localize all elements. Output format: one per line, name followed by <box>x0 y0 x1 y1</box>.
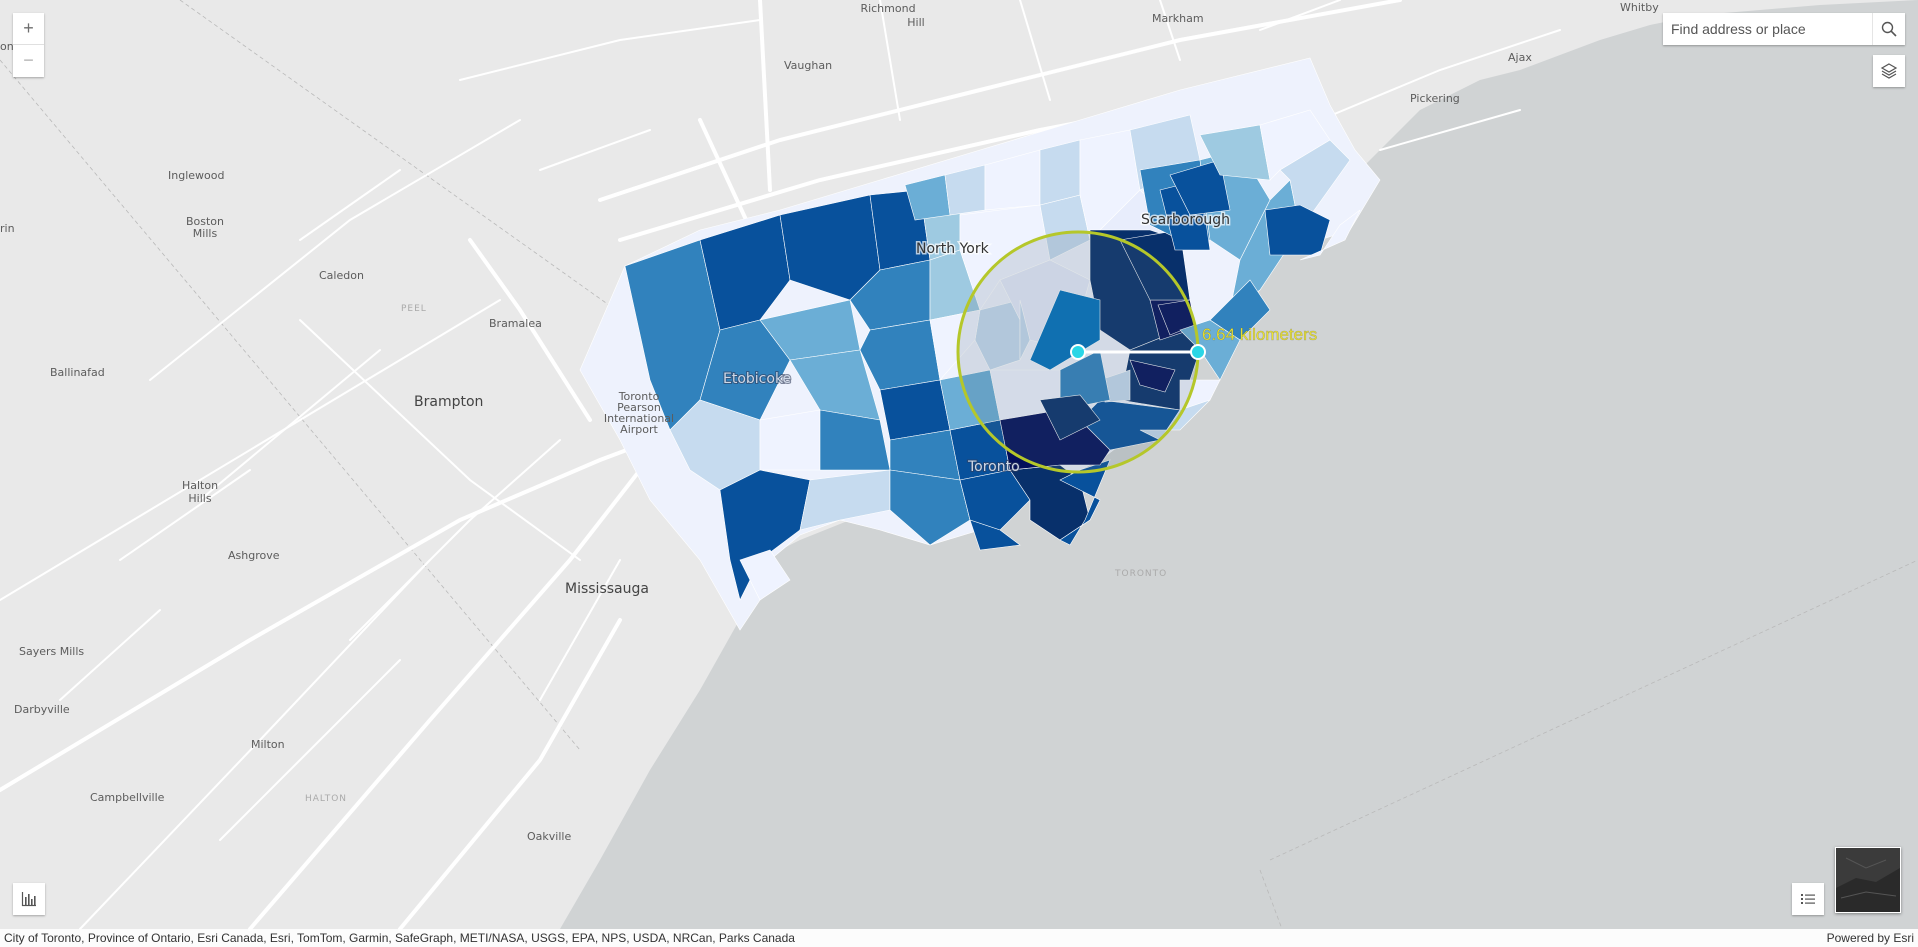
basemap-gallery-thumbnail[interactable] <box>1835 847 1901 913</box>
zone-circle-m <box>1039 394 1101 441</box>
lake-ontario <box>560 0 1918 929</box>
label-ashgrove: Ashgrove <box>228 549 280 562</box>
label-boston-mills-line2: Mills <box>193 227 218 240</box>
label-halton: HALTON <box>305 794 347 804</box>
label-halton-hills-line2: Hills <box>188 492 211 505</box>
label-peel: PEEL <box>401 304 427 314</box>
zone-northyork-h <box>1019 299 1031 361</box>
label-richmond-hill-line1: Richmond <box>860 2 915 15</box>
basemap-preview <box>1836 848 1900 912</box>
attribution-sources[interactable]: City of Toronto, Province of Ontario, Es… <box>4 931 795 945</box>
label-richmond-hill-line2: Hill <box>907 16 924 29</box>
zone-etobicoke-east-a <box>799 469 891 531</box>
zone-scarborough-n <box>1139 399 1211 441</box>
place-labels: Richmond Hill Markham Whitby Vaughan Aja… <box>0 1 1659 843</box>
label-brampton: Brampton <box>414 394 483 410</box>
label-markham: Markham <box>1152 12 1204 25</box>
label-halton-hills-line1: Halton <box>182 479 218 492</box>
label-campbellville: Campbellville <box>90 791 165 804</box>
attribution-bar: City of Toronto, Province of Ontario, Es… <box>0 929 1918 947</box>
zone-downtown-west-a <box>889 469 971 546</box>
search-button[interactable] <box>1872 13 1905 45</box>
zone-downtown-west-c <box>969 519 1021 551</box>
search-icon <box>1881 21 1897 37</box>
label-scarborough: Scarborough <box>1141 212 1230 228</box>
label-inglewood: Inglewood <box>168 169 224 182</box>
label-toronto-water: TORONTO <box>1114 569 1167 579</box>
bar-chart-icon <box>21 892 36 907</box>
zone-scarborough-j <box>1299 209 1361 261</box>
zone-york-d <box>879 379 951 441</box>
zoom-in-button[interactable]: + <box>23 18 34 38</box>
label-vaughan: Vaughan <box>784 59 832 72</box>
zone-etobicoke-lake-a <box>719 469 811 601</box>
search-input[interactable] <box>1663 13 1872 45</box>
label-edge-on: on <box>0 40 14 53</box>
zone-etobicoke-lake-b <box>739 549 791 601</box>
label-caledon: Caledon <box>319 269 364 282</box>
chart-button[interactable] <box>13 883 45 915</box>
zone-scarborough-d <box>1169 159 1231 216</box>
zone-etobicoke-south-b <box>759 409 821 471</box>
label-darbyville: Darbyville <box>14 703 70 716</box>
zone-etobicoke-north-a <box>699 214 791 331</box>
zoom-controls: + − <box>13 13 44 77</box>
zoom-out-button[interactable]: − <box>13 44 44 76</box>
zone-etobicoke-mid-a <box>699 319 791 421</box>
label-airport-line4: Airport <box>620 423 658 436</box>
label-pickering: Pickering <box>1410 92 1460 105</box>
label-milton: Milton <box>251 738 285 751</box>
zone-downtown-east <box>1059 459 1111 546</box>
legend-button[interactable] <box>1792 883 1824 915</box>
label-mississauga: Mississauga <box>565 581 649 597</box>
label-ballinafad: Ballinafad <box>50 366 105 379</box>
label-whitby: Whitby <box>1620 1 1659 14</box>
powered-by-esri[interactable]: Powered by Esri <box>1826 931 1914 945</box>
zone-scarborough-i <box>1264 204 1331 256</box>
zone-downtown-west-b <box>959 469 1031 531</box>
label-edge-rin: rin <box>0 222 15 235</box>
zone-circle-h <box>1129 359 1176 393</box>
label-airport-line1: Toronto <box>618 390 660 403</box>
label-ajax: Ajax <box>1508 51 1532 64</box>
measure-distance-label: 6.64 kilometers <box>1202 325 1317 344</box>
layer-list-button[interactable] <box>1873 55 1905 87</box>
zone-northyork-f <box>1039 139 1081 206</box>
measure-edge-handle[interactable] <box>1190 344 1206 360</box>
label-bramalea: Bramalea <box>489 317 542 330</box>
label-north-york: North York <box>916 241 990 257</box>
label-boston-mills-line1: Boston <box>186 215 224 228</box>
label-toronto: Toronto <box>967 459 1020 475</box>
label-oakville: Oakville <box>527 830 571 843</box>
choropleth-layer[interactable] <box>579 57 1381 631</box>
label-airport-line3: International <box>604 412 674 425</box>
label-etobicoke: Etobicoke <box>723 371 791 387</box>
label-airport-line2: Pearson <box>617 401 661 414</box>
list-icon <box>1801 894 1815 904</box>
search-widget <box>1663 13 1905 45</box>
measure-center-handle[interactable] <box>1070 344 1086 360</box>
measurement-tool[interactable]: 6.64 kilometers <box>956 230 1318 474</box>
layers-icon <box>1880 63 1898 79</box>
label-sayers-mills: Sayers Mills <box>19 645 84 658</box>
